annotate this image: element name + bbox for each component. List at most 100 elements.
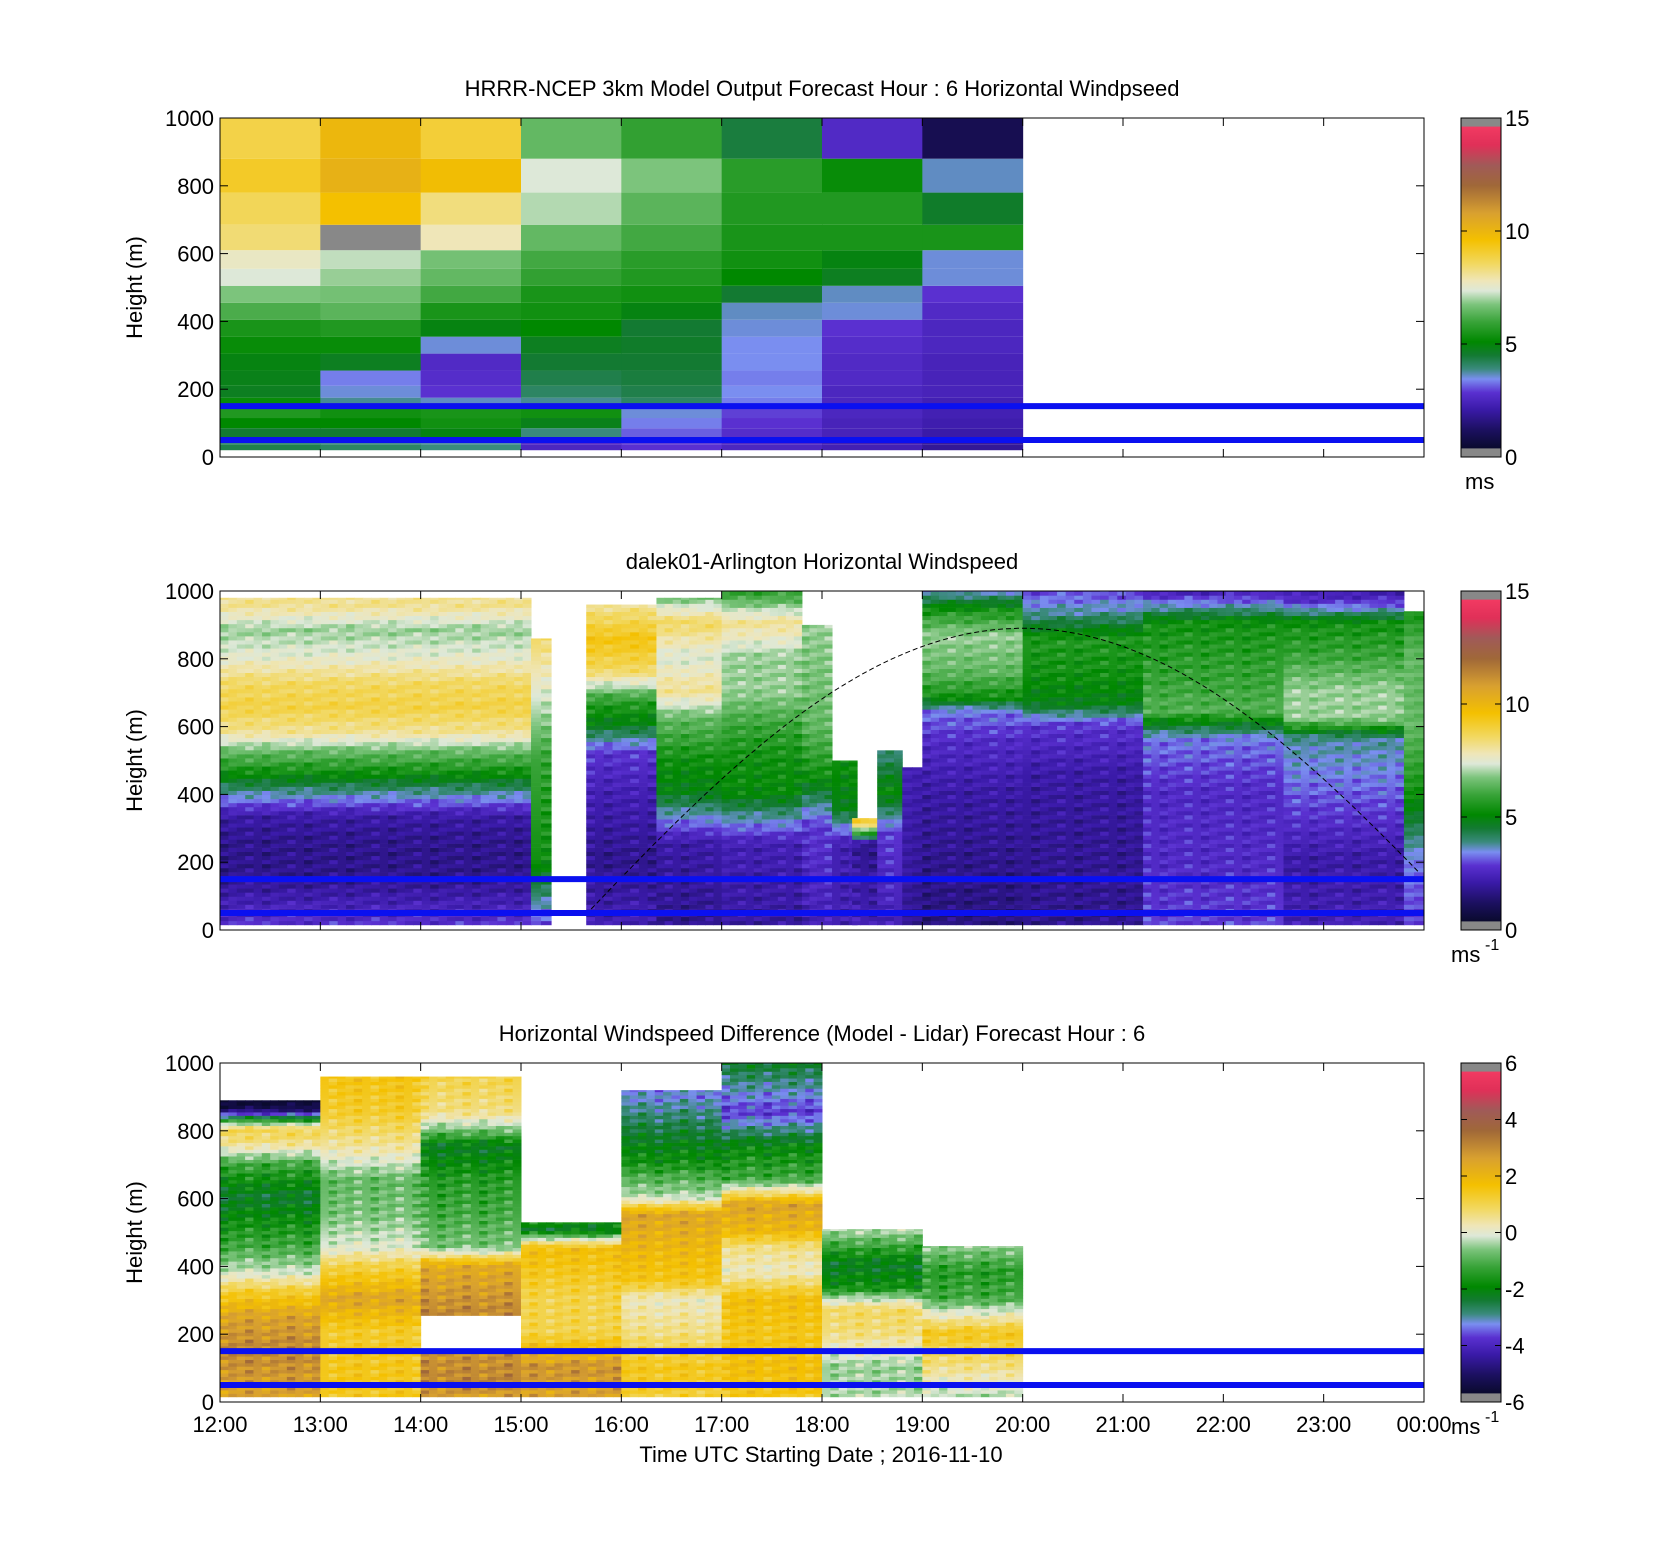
heat-cell [438,920,448,926]
heat-cell [689,603,698,608]
heat-cell [647,855,657,861]
heat-cell [287,888,297,893]
heat-cell [612,619,622,625]
heat-cell [612,636,622,641]
heat-cell [586,839,596,844]
heat-cell [404,904,414,909]
heat-cell [705,640,715,645]
heat-cell [404,749,414,755]
heat-cell [371,851,381,857]
heat-cell [304,725,313,730]
heat-cell [721,855,731,861]
heat-cell [463,603,473,608]
heat-cell [664,896,674,901]
heat-cell [586,749,596,755]
heat-cell [638,688,649,694]
heat-cell [320,904,330,909]
heat-cell [354,660,364,665]
heat-cell [705,749,715,755]
heat-cell [320,806,330,812]
heat-cell [220,786,229,791]
heat-cell [346,920,356,926]
heat-cell [379,705,389,710]
heat-cell [430,607,440,612]
heat-cell [320,713,330,718]
heat-cell [455,627,465,633]
heat-cell [287,733,297,739]
heat-cell [612,794,622,800]
heat-cell [505,619,515,625]
heat-cell [220,680,229,686]
heat-cell [362,627,372,633]
heat-cell [664,762,674,767]
heat-cell [270,904,280,909]
heat-cell [612,652,622,657]
heat-cell [320,676,330,682]
heat-cell [505,823,515,828]
heat-cell [489,794,498,800]
heat-cell [262,802,271,808]
heat-cell [228,802,238,808]
heat-cell [697,892,706,897]
heat-cell [446,741,456,747]
heat-cell [371,611,381,617]
heat-cell [522,859,532,865]
heat-cell [236,802,246,808]
heat-cell [270,758,280,763]
heat-cell [430,920,440,926]
heat-cell [647,660,657,665]
heat-cell [404,668,414,673]
heat-cell [531,815,542,820]
heat-cell [922,319,1024,337]
heat-cell [253,823,263,828]
heat-cell [522,802,532,808]
heat-cell [672,847,682,852]
heat-cell [362,693,372,698]
heat-cell [664,697,674,702]
heat-cell [621,888,631,893]
heat-cell [404,847,414,852]
heat-cell [656,794,666,800]
heat-cell [705,815,715,820]
heat-cell [721,607,731,612]
heat-cell [745,831,755,836]
heat-cell [621,713,631,718]
heat-cell [656,680,666,686]
heat-cell [472,741,482,747]
heat-cell [388,770,398,775]
heat-cell [396,815,406,820]
heat-cell [413,823,423,828]
heat-cell [594,872,605,877]
heat-cell [455,652,465,657]
heat-cell [514,762,524,767]
heat-cell [421,863,431,869]
heat-cell [379,855,389,861]
heat-cell [586,770,596,775]
heat-cell [721,418,823,429]
heat-cell [220,851,229,857]
heat-cell [729,644,739,649]
heat-cell [295,823,305,828]
heat-cell [413,693,423,698]
heat-cell [621,867,631,873]
heat-cell [705,786,715,791]
heat-cell [697,823,706,828]
heat-cell [689,839,698,844]
heat-cell [430,660,440,665]
heat-cell [647,794,657,800]
heat-cell [413,652,423,657]
heat-cell [413,835,423,840]
heat-cell [531,831,542,836]
heat-cell [531,709,542,714]
heat-cell [463,798,473,804]
heat-cell [664,843,674,848]
heat-cell [612,709,622,714]
heat-cell [245,597,255,600]
heat-cell [421,668,431,673]
heat-cell [236,872,246,877]
heat-cell [514,664,524,669]
heat-cell [278,782,288,787]
heat-cell [721,786,731,791]
heat-cell [295,920,305,926]
